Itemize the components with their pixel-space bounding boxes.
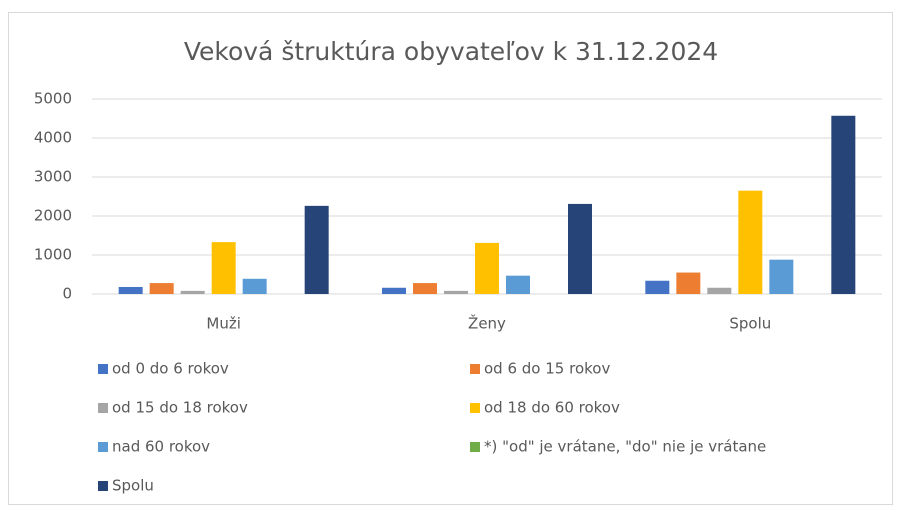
legend-swatch bbox=[98, 481, 108, 491]
legend-swatch bbox=[470, 364, 480, 374]
x-tick-label: Spolu bbox=[729, 315, 771, 333]
legend-label: od 15 do 18 rokov bbox=[112, 399, 248, 417]
y-tick-label: 0 bbox=[62, 285, 72, 303]
bar bbox=[149, 283, 174, 294]
bar bbox=[676, 272, 701, 294]
legend-label: od 6 do 15 rokov bbox=[484, 360, 610, 378]
bar bbox=[769, 259, 794, 294]
bar bbox=[444, 290, 468, 294]
chart-title: Veková štruktúra obyvateľov k 31.12.2024 bbox=[184, 37, 718, 66]
bar bbox=[645, 280, 670, 294]
legend-swatch bbox=[470, 442, 480, 452]
bar bbox=[413, 283, 437, 294]
bar bbox=[506, 275, 530, 294]
bar bbox=[707, 287, 732, 294]
bar bbox=[180, 290, 205, 294]
y-tick-label: 3000 bbox=[34, 168, 72, 186]
x-tick-label: Muži bbox=[206, 315, 241, 333]
legend-label: nad 60 rokov bbox=[112, 438, 210, 456]
bar bbox=[831, 115, 856, 295]
legend-swatch bbox=[98, 442, 108, 452]
bar bbox=[738, 190, 763, 294]
bar bbox=[382, 287, 406, 294]
legend-swatch bbox=[98, 403, 108, 413]
bar bbox=[242, 278, 267, 294]
bar bbox=[568, 203, 592, 294]
legend-label: od 0 do 6 rokov bbox=[112, 360, 229, 378]
bar bbox=[211, 242, 236, 294]
legend-swatch bbox=[470, 403, 480, 413]
x-tick-label: Ženy bbox=[468, 314, 506, 333]
bar bbox=[475, 242, 499, 294]
y-tick-label: 1000 bbox=[34, 246, 72, 264]
y-tick-label: 2000 bbox=[34, 207, 72, 225]
legend-label: *) "od" je vrátane, "do" nie je vrátane bbox=[484, 438, 766, 456]
bar bbox=[118, 286, 143, 294]
y-tick-label: 5000 bbox=[34, 90, 72, 108]
legend-label: Spolu bbox=[112, 477, 154, 495]
legend-label: od 18 do 60 rokov bbox=[484, 399, 620, 417]
legend-swatch bbox=[98, 364, 108, 374]
bar bbox=[304, 205, 329, 294]
y-tick-label: 4000 bbox=[34, 129, 72, 147]
